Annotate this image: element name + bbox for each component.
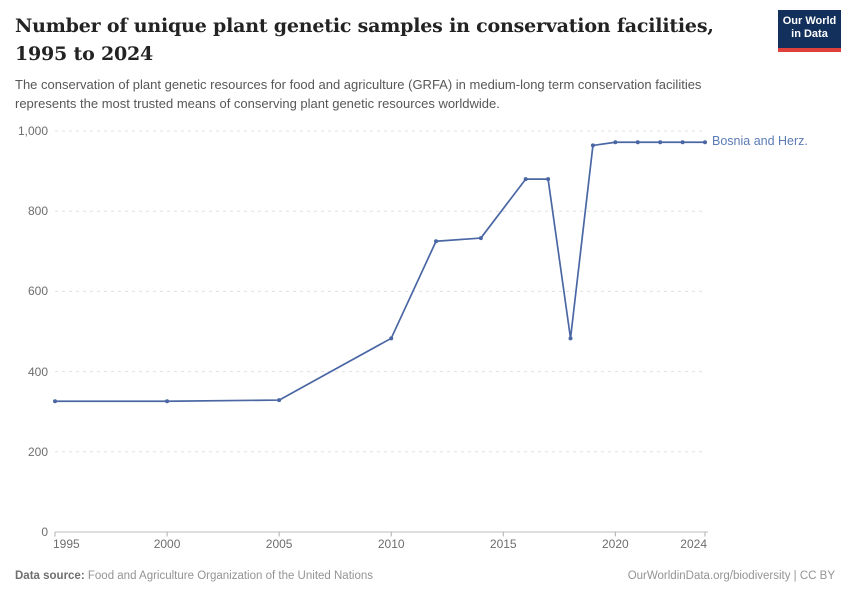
attribution-text: OurWorldinData.org/biodiversity | CC BY (627, 570, 835, 582)
owid-logo: Our World in Data (778, 10, 841, 52)
chart-footer: Data source: Food and Agriculture Organi… (15, 569, 835, 584)
data-point[interactable] (590, 143, 595, 148)
data-point[interactable] (53, 399, 57, 404)
data-source-note: Data source: Food and Agriculture Organi… (15, 569, 373, 584)
chart-title-line1: Number of unique plant genetic samples i… (15, 15, 714, 37)
data-point[interactable] (165, 399, 170, 404)
data-point[interactable] (523, 177, 528, 182)
chart-subtitle-line1: The conservation of plant genetic resour… (15, 77, 702, 92)
data-point[interactable] (568, 336, 573, 341)
data-point[interactable] (703, 140, 707, 145)
series-line[interactable] (55, 141, 705, 403)
chart-subtitle: The conservation of plant genetic resour… (15, 75, 815, 113)
data-point[interactable] (277, 398, 282, 403)
owid-logo-line2: in Data (791, 28, 828, 40)
data-point[interactable] (680, 140, 685, 145)
data-point[interactable] (478, 236, 483, 241)
data-point[interactable] (613, 140, 618, 145)
data-point[interactable] (658, 140, 663, 145)
data-source-text: Food and Agriculture Organization of the… (87, 570, 373, 582)
chart-title-line2: 1995 to 2024 (15, 43, 154, 65)
data-point[interactable] (635, 140, 640, 145)
data-point[interactable] (389, 336, 394, 341)
series-label-bosnia-and-herz[interactable]: Bosnia and Herz. (712, 134, 808, 149)
owid-logo-line1: Our World (782, 15, 837, 27)
chart-title: Number of unique plant genetic samples i… (15, 12, 735, 68)
chart-subtitle-line2: represents the most trusted means of con… (15, 96, 500, 111)
data-point[interactable] (434, 239, 439, 244)
data-point[interactable] (546, 177, 551, 182)
data-source-label: Data source: (15, 570, 85, 582)
